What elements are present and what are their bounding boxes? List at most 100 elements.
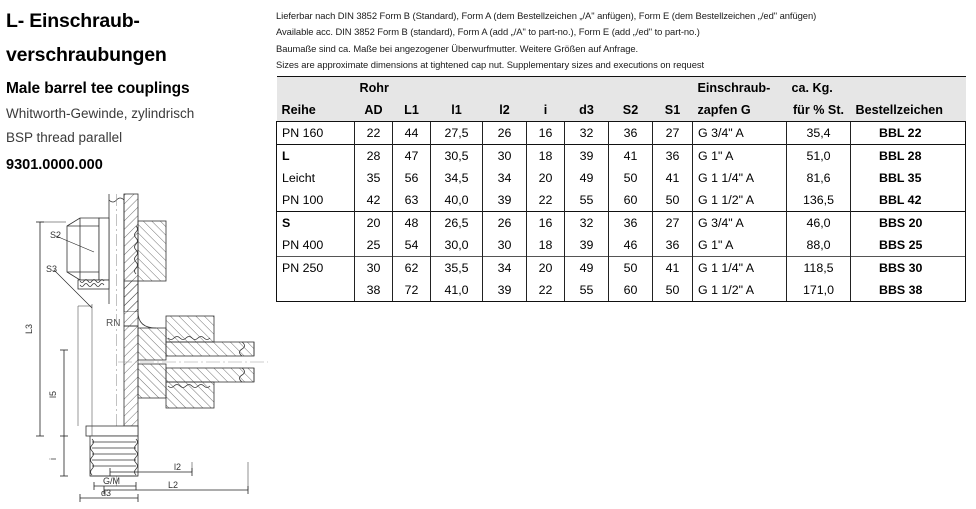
cell-l1cap: 63: [392, 189, 431, 212]
col-header-ad: AD: [354, 98, 393, 122]
cell-zapfen: G 1 1/4" A: [692, 167, 787, 189]
cell-d3: 39: [564, 234, 609, 257]
cell-l1: 40,0: [430, 189, 483, 212]
notes-block: Lieferbar nach DIN 3852 Form B (Standard…: [276, 0, 970, 74]
notes-column: Lieferbar nach DIN 3852 Form B (Standard…: [276, 0, 970, 74]
cell-s2: 41: [608, 144, 653, 167]
group-header-spacer-1: [392, 76, 431, 98]
cell-zapfen: G 1 1/4" A: [692, 256, 787, 279]
cell-i: 18: [526, 144, 565, 167]
cell-i: 20: [526, 167, 565, 189]
cell-d3: 39: [564, 144, 609, 167]
drawing-label-l2-small: l2: [174, 462, 181, 472]
group-header-spacer-7: [652, 76, 693, 98]
table-row: S 20 48 26,5 26 16 32 36 27 G 3/4" A 46,0 BBS 20: [276, 211, 966, 234]
drawing-label-i: i: [48, 458, 58, 460]
page-title-de-line1: L- Einschraub-: [6, 10, 140, 32]
cell-ad: 35: [354, 167, 393, 189]
table-row: PN 400 25 54 30,0 30 18 39 46 36 G 1" A 88,0 BBS 25: [276, 234, 966, 257]
drawing-label-l3: L3: [24, 324, 34, 334]
drawing-bottom-dimensions: l2 L2: [96, 462, 276, 504]
cell-d3: 55: [564, 189, 609, 212]
table-body: PN 160 22 44 27,5 26 16 32 36 27 G 3/4" A 35,4 BBL …: [276, 121, 966, 302]
cell-ad: 38: [354, 279, 393, 302]
cell-zapfen: G 3/4" A: [692, 121, 787, 145]
cell-reihe: PN 100: [276, 189, 355, 212]
cell-s1: 27: [652, 211, 693, 234]
group-header-spacer-6: [608, 76, 653, 98]
cell-l1cap: 44: [392, 121, 431, 145]
cell-d3: 32: [564, 211, 609, 234]
cell-ad: 20: [354, 211, 393, 234]
cell-s1: 36: [652, 144, 693, 167]
cell-ad: 30: [354, 256, 393, 279]
drawing-label-l5: l5: [48, 391, 58, 398]
cell-l1: 26,5: [430, 211, 483, 234]
cell-reihe: PN 250: [276, 256, 355, 279]
cell-kg: 81,6: [786, 167, 851, 189]
technical-drawing: S2 S3 L3 l5 i G/M d3 RN: [6, 186, 274, 504]
col-header-i: i: [526, 98, 565, 122]
cell-l2: 39: [482, 279, 527, 302]
cell-s1: 36: [652, 234, 693, 257]
cell-l1: 41,0: [430, 279, 483, 302]
cell-s2: 36: [608, 211, 653, 234]
group-header-rohr: Rohr: [354, 76, 393, 98]
cell-i: 16: [526, 211, 565, 234]
cell-i: 22: [526, 279, 565, 302]
table-head: Rohr Einschraub- ca. Kg. Reihe AD L1 l1 …: [276, 76, 966, 122]
cell-l1: 30,0: [430, 234, 483, 257]
cell-ad: 42: [354, 189, 393, 212]
cell-reihe: L: [276, 144, 355, 167]
drawing-label-s2: S2: [50, 230, 61, 240]
cell-s1: 50: [652, 189, 693, 212]
cell-l1cap: 48: [392, 211, 431, 234]
cell-bestellzeichen: BBS 25: [850, 234, 966, 257]
cell-s2: 36: [608, 121, 653, 145]
note-line-3: Baumaße sind ca. Maße bei angezogener Üb…: [276, 42, 639, 54]
cell-l1cap: 54: [392, 234, 431, 257]
col-header-l2: l2: [482, 98, 527, 122]
page-title-de-line2: verschraubungen: [6, 44, 167, 66]
cell-kg: 136,5: [786, 189, 851, 212]
group-header-einschraub: Einschraub-: [692, 76, 787, 98]
page-title-en: Male barrel tee couplings: [6, 80, 190, 97]
cell-ad: 22: [354, 121, 393, 145]
cell-ad: 28: [354, 144, 393, 167]
col-header-reihe: Reihe: [276, 98, 355, 122]
drawing-label-l2-big: L2: [168, 480, 178, 490]
cell-zapfen: G 1 1/2" A: [692, 279, 787, 302]
cell-l1: 34,5: [430, 167, 483, 189]
cell-s2: 46: [608, 234, 653, 257]
specification-table: Rohr Einschraub- ca. Kg. Reihe AD L1 l1 …: [276, 76, 966, 302]
cell-l2: 26: [482, 211, 527, 234]
cell-l2: 26: [482, 121, 527, 145]
tee-coupling-cross-section-svg: S2 S3 L3 l5 i G/M d3 RN: [24, 193, 268, 502]
cell-i: 16: [526, 121, 565, 145]
page-title-de: L- Einschraub- verschraubungen: [6, 0, 268, 72]
cell-zapfen: G 1" A: [692, 144, 787, 167]
cell-s2: 60: [608, 189, 653, 212]
cell-reihe: S: [276, 211, 355, 234]
subtitle-de: Whitworth-Gewinde, zylindrisch: [6, 106, 195, 121]
cell-s2: 50: [608, 167, 653, 189]
cell-bestellzeichen: BBL 22: [850, 121, 966, 145]
cell-bestellzeichen: BBS 38: [850, 279, 966, 302]
cell-reihe: [276, 279, 355, 302]
table-column-header-row: Reihe AD L1 l1 l2 i d3 S2 S1 zapfen G fü…: [276, 98, 966, 122]
group-header-spacer-2: [430, 76, 483, 98]
col-header-d3: d3: [564, 98, 609, 122]
group-header-ca-kg: ca. Kg.: [786, 76, 851, 98]
drawing-label-gm: G/M: [103, 476, 120, 486]
cell-reihe: PN 160: [276, 121, 355, 145]
cell-s2: 50: [608, 256, 653, 279]
cell-kg: 51,0: [786, 144, 851, 167]
left-column: L- Einschraub- verschraubungen Male barr…: [6, 0, 268, 506]
table-row: PN 100 42 63 40,0 39 22 55 60 50 G 1 1/2" A 136,5 B…: [276, 189, 966, 212]
cell-l1cap: 47: [392, 144, 431, 167]
part-number: 9301.0000.000: [6, 157, 103, 173]
table-row: PN 250 30 62 35,5 34 20 49 50 41 G 1 1/4" A 118,5 B…: [276, 256, 966, 279]
table-row: PN 160 22 44 27,5 26 16 32 36 27 G 3/4" A 35,4 BBL …: [276, 121, 966, 145]
cell-l2: 34: [482, 256, 527, 279]
col-header-bestellzeichen: Bestellzeichen: [850, 98, 966, 122]
